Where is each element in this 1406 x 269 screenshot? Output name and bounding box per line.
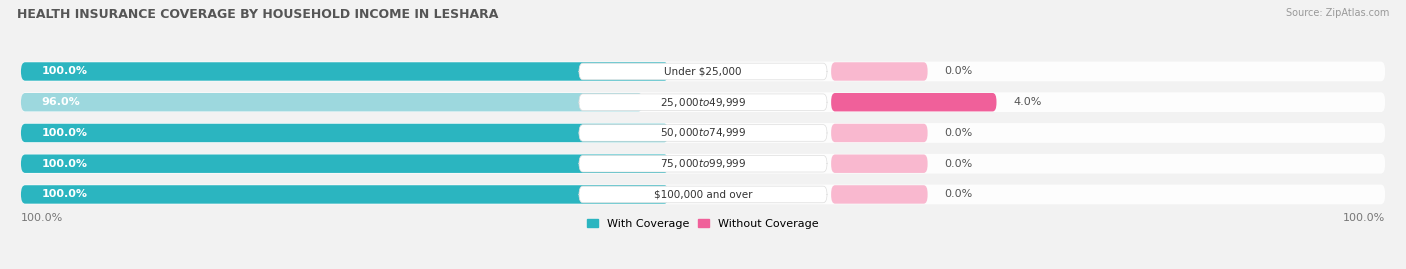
- FancyBboxPatch shape: [21, 93, 643, 111]
- FancyBboxPatch shape: [21, 62, 1385, 81]
- Text: Under $25,000: Under $25,000: [664, 66, 742, 76]
- Text: 0.0%: 0.0%: [945, 159, 973, 169]
- Text: HEALTH INSURANCE COVERAGE BY HOUSEHOLD INCOME IN LESHARA: HEALTH INSURANCE COVERAGE BY HOUSEHOLD I…: [17, 8, 498, 21]
- Text: 100.0%: 100.0%: [42, 128, 87, 138]
- FancyBboxPatch shape: [21, 154, 1385, 174]
- Text: $50,000 to $74,999: $50,000 to $74,999: [659, 126, 747, 139]
- FancyBboxPatch shape: [579, 94, 827, 111]
- FancyBboxPatch shape: [579, 63, 827, 80]
- Text: 4.0%: 4.0%: [1014, 97, 1042, 107]
- Text: 0.0%: 0.0%: [945, 66, 973, 76]
- Text: Source: ZipAtlas.com: Source: ZipAtlas.com: [1285, 8, 1389, 18]
- Text: 100.0%: 100.0%: [42, 66, 87, 76]
- Text: 100.0%: 100.0%: [42, 189, 87, 199]
- FancyBboxPatch shape: [21, 185, 669, 204]
- Text: 0.0%: 0.0%: [945, 189, 973, 199]
- FancyBboxPatch shape: [21, 92, 1385, 112]
- FancyBboxPatch shape: [831, 154, 928, 173]
- Text: 100.0%: 100.0%: [1343, 213, 1385, 222]
- FancyBboxPatch shape: [21, 62, 669, 81]
- FancyBboxPatch shape: [831, 62, 928, 81]
- Text: 0.0%: 0.0%: [945, 128, 973, 138]
- FancyBboxPatch shape: [21, 124, 669, 142]
- Text: $75,000 to $99,999: $75,000 to $99,999: [659, 157, 747, 170]
- Text: $100,000 and over: $100,000 and over: [654, 189, 752, 199]
- FancyBboxPatch shape: [579, 186, 827, 203]
- FancyBboxPatch shape: [831, 185, 928, 204]
- FancyBboxPatch shape: [21, 154, 669, 173]
- Text: 100.0%: 100.0%: [42, 159, 87, 169]
- FancyBboxPatch shape: [831, 124, 928, 142]
- FancyBboxPatch shape: [579, 155, 827, 172]
- Text: 96.0%: 96.0%: [42, 97, 80, 107]
- Text: 100.0%: 100.0%: [21, 213, 63, 222]
- FancyBboxPatch shape: [21, 185, 1385, 204]
- Text: $25,000 to $49,999: $25,000 to $49,999: [659, 96, 747, 109]
- FancyBboxPatch shape: [21, 123, 1385, 143]
- Legend: With Coverage, Without Coverage: With Coverage, Without Coverage: [588, 218, 818, 229]
- FancyBboxPatch shape: [831, 93, 997, 111]
- FancyBboxPatch shape: [579, 125, 827, 141]
